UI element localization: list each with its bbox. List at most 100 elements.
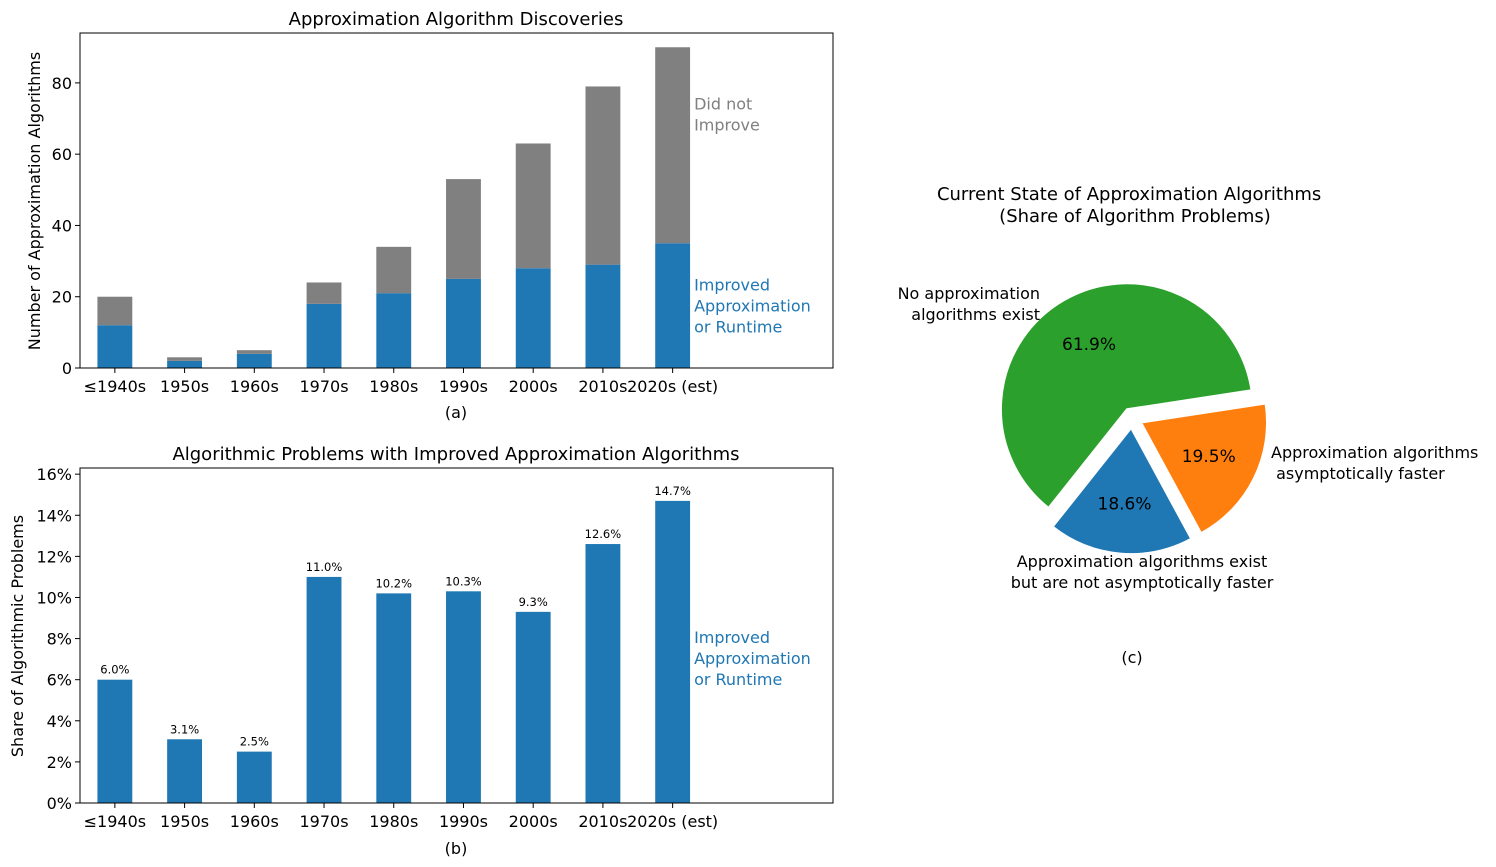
panel-a-xticks: ≤1940s 1950s 1960s 1970s 1980s 1990s 2000s 2010…: [84, 368, 718, 396]
y-tick-label: 10%: [36, 588, 72, 607]
annotation-line: or Runtime: [694, 670, 782, 689]
x-tick-label: 1960s: [230, 812, 279, 831]
panel-a-label: (a): [445, 403, 467, 422]
pie-slice-label-line: Approximation algorithms: [1271, 443, 1478, 462]
x-tick-label: 1960s: [230, 377, 279, 396]
bar-improved: [585, 264, 621, 368]
bar-not-improved: [167, 357, 203, 361]
x-tick-label: 1970s: [299, 812, 348, 831]
x-tick-label: 1990s: [439, 377, 488, 396]
pie-slice-label-line: No approximation: [898, 284, 1040, 303]
y-tick-label: 12%: [36, 547, 72, 566]
pie-slice-label-line: algorithms exist: [911, 305, 1040, 324]
bar-data-label: 2.5%: [240, 735, 269, 749]
pie-slice-label-line: Approximation algorithms exist: [1017, 552, 1268, 571]
pie-slice-label: Approximation algorithms exist but are no…: [1011, 552, 1274, 592]
bar-improved: [167, 360, 203, 368]
bar-not-improved: [97, 296, 133, 326]
y-tick-label: 40: [52, 216, 72, 235]
bar: [306, 576, 342, 803]
panel-b-ylabel: Share of Algorithmic Problems: [8, 515, 27, 757]
bar-improved: [236, 353, 272, 368]
pie-slice-label-line: asymptotically faster: [1271, 464, 1445, 483]
panel-a-title: Approximation Algorithm Discoveries: [289, 9, 624, 30]
bar: [236, 751, 272, 803]
x-tick-label: 1980s: [369, 377, 418, 396]
annotation-line: Approximation: [694, 649, 811, 668]
bar-improved: [97, 325, 133, 368]
bar-not-improved: [376, 246, 412, 294]
x-tick-label: 2020s (est): [627, 377, 718, 396]
panel-b-yticks: 0% 2% 4% 6% 8% 10% 12% 14% 16%: [36, 465, 80, 813]
annotation-did-not-improve: Did not Improve: [694, 94, 760, 134]
x-tick-label: 1990s: [439, 812, 488, 831]
annotation-line: Did not: [694, 94, 752, 113]
pie-slice: [1139, 402, 1269, 535]
bar-data-label: 6.0%: [100, 663, 129, 677]
pie-pct-label: 18.6%: [1098, 494, 1152, 514]
y-tick-label: 8%: [47, 630, 72, 649]
annotation-line: Approximation: [694, 297, 811, 316]
x-tick-label: ≤1940s: [84, 377, 146, 396]
panel-b-title: Algorithmic Problems with Improved Appro…: [172, 444, 739, 465]
bar-not-improved: [306, 282, 342, 304]
pie-slice-label: No approximation algorithms exist: [898, 284, 1040, 324]
annotation-line: Improved: [694, 276, 770, 295]
bar-not-improved: [655, 47, 691, 244]
x-tick-label: 2000s: [509, 812, 558, 831]
pie-pct-label: 19.5%: [1182, 447, 1236, 467]
panel-b-data-labels: 6.0% 3.1% 2.5% 11.0% 10.2% 10.3% 9.3% 12.6% 14.7…: [100, 484, 691, 749]
y-tick-label: 0%: [47, 794, 72, 813]
x-tick-label: 1970s: [299, 377, 348, 396]
bar-data-label: 12.6%: [585, 527, 622, 541]
annotation-improved: Improved Approximation or Runtime: [694, 276, 811, 337]
bar-improved: [306, 303, 342, 368]
panel-c-pie: [999, 282, 1269, 556]
x-tick-label: 2010s: [578, 812, 627, 831]
annotation-line: or Runtime: [694, 318, 782, 337]
x-tick-label: 1950s: [160, 377, 209, 396]
bar: [585, 544, 621, 803]
bar: [655, 500, 691, 803]
bar-data-label: 10.2%: [375, 576, 412, 590]
bar-improved: [655, 243, 691, 368]
y-tick-label: 4%: [47, 712, 72, 731]
x-tick-label: 1950s: [160, 812, 209, 831]
pie-pct-label: 61.9%: [1062, 335, 1116, 355]
pie-slice-label: Approximation algorithms asymptotically …: [1271, 443, 1478, 483]
panel-b-annotations: Improved Approximation or Runtime: [694, 628, 811, 689]
x-tick-label: 2020s (est): [627, 812, 718, 831]
panel-c-title-line-2: (Share of Algorithm Problems): [999, 206, 1271, 227]
annotation-line: Improve: [694, 115, 760, 134]
x-tick-label: 1980s: [369, 812, 418, 831]
panel-a-ylabel: Number of Approximation Algorithms: [25, 52, 44, 350]
panel-a: Approximation Algorithm Discoveries Numb…: [25, 9, 834, 422]
panel-b-label: (b): [445, 839, 468, 858]
panel-c-title: Current State of Approximation Algorithm…: [937, 184, 1327, 227]
panel-c-title-line-1: Current State of Approximation Algorithm…: [937, 184, 1321, 205]
bar-data-label: 9.3%: [519, 595, 548, 609]
y-tick-label: 14%: [36, 506, 72, 525]
x-tick-label: 2000s: [509, 377, 558, 396]
bar: [446, 591, 481, 803]
y-tick-label: 6%: [47, 671, 72, 690]
annotation-line: Improved: [694, 628, 770, 647]
bar-not-improved: [446, 179, 481, 279]
panel-b-xticks: ≤1940s 1950s 1960s 1970s 1980s 1990s 2000s 2010…: [84, 803, 718, 831]
panel-a-plot-frame: [79, 32, 834, 369]
bar-data-label: 3.1%: [170, 722, 199, 736]
pie-slice-label-line: but are not asymptotically faster: [1011, 573, 1274, 592]
bar: [376, 593, 412, 803]
panel-b-plot-frame: [79, 467, 834, 804]
annotation-improved: Improved Approximation or Runtime: [694, 628, 811, 689]
panel-a-yticks: 0 20 40 60 80: [52, 74, 80, 378]
panel-a-bars: [97, 47, 691, 368]
bar-improved: [446, 278, 481, 368]
bar-improved: [376, 293, 412, 368]
panel-c-label: (c): [1121, 648, 1142, 667]
panel-b: Algorithmic Problems with Improved Appro…: [8, 444, 834, 858]
y-tick-label: 16%: [36, 465, 72, 484]
bar-data-label: 11.0%: [306, 560, 343, 574]
y-tick-label: 80: [52, 74, 72, 93]
